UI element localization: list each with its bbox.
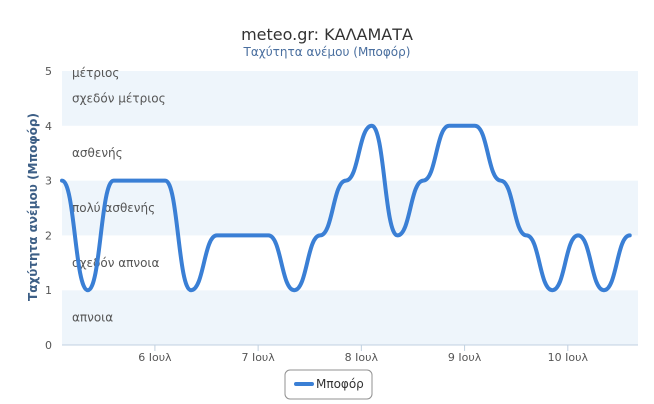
band-4 [62,71,638,126]
x-tick-label-4: 10 Ιουλ [548,351,589,364]
y-tick-label-0: 0 [45,339,52,352]
y-ticks-layer: 0 1 2 3 4 5 [45,65,52,352]
series-line-0[interactable] [60,123,632,293]
band-labels-layer: απνοια σχεδόν απνοια πολύ ασθενής ασθενής σχ… [72,66,166,325]
band-0 [62,290,638,345]
y-axis-title: Ταχύτητα ανέμου (Μποφόρ) [26,113,40,301]
band-1 [62,235,638,291]
chart-title: meteo.gr: ΚΑΛΑΜΑΤΑ [241,25,413,44]
band-label-3: ασθενής [72,146,123,160]
y-tick-label-4: 4 [45,120,52,133]
band-label-4: σχεδόν μέτριος [72,91,166,105]
band-label-1: σχεδόν απνοια [72,256,159,270]
legend-label[interactable]: Μποφόρ [316,377,364,391]
band-label-2: πολύ ασθενής [72,201,155,215]
bands-layer [62,71,638,345]
x-ticks-layer: 6 Ιουλ 7 Ιουλ 8 Ιουλ 9 Ιουλ 10 Ιουλ [138,345,588,364]
x-tick-label-3: 9 Ιουλ [448,351,482,364]
y-tick-label-5: 5 [45,65,52,78]
y-tick-label-3: 3 [45,175,52,188]
x-tick-label-2: 8 Ιουλ [345,351,379,364]
band-label-0: απνοια [72,311,113,325]
y-tick-label-2: 2 [45,229,52,242]
x-tick-label-0: 6 Ιουλ [138,351,172,364]
series-layer [60,123,632,293]
legend[interactable]: Μποφόρ [284,369,373,400]
x-tick-label-1: 7 Ιουλ [241,351,275,364]
band-2 [62,180,638,236]
band-3 [62,125,638,181]
band-label-5: μέτριος [72,66,119,80]
y-tick-label-1: 1 [45,284,52,297]
chart-subtitle: Ταχύτητα ανέμου (Μποφόρ) [243,45,411,59]
legend-box[interactable] [284,369,373,400]
